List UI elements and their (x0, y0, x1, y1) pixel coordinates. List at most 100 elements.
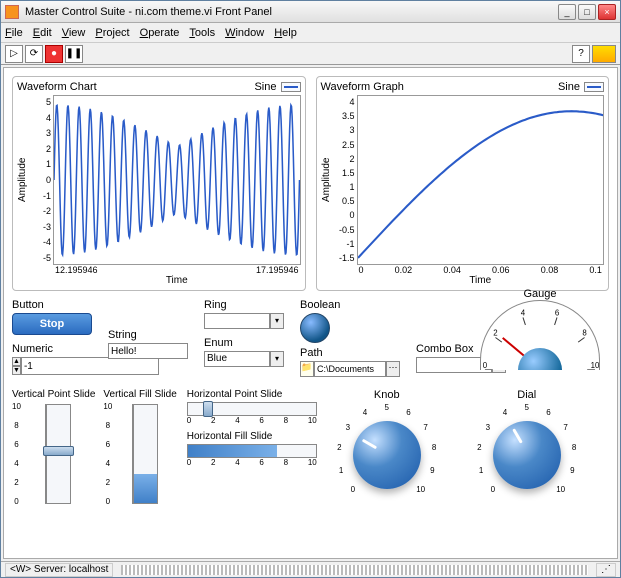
vfill-ticks: 1086420 (103, 400, 112, 508)
svg-text:0: 0 (483, 361, 488, 370)
svg-text:8: 8 (582, 328, 587, 337)
hfill-fill (188, 445, 278, 457)
vertical-fill-slide[interactable]: Vertical Fill Slide 1086420 (103, 389, 176, 509)
button-label: Button (12, 299, 92, 311)
chart1-plotarea[interactable] (53, 95, 301, 265)
knob-label: Knob (327, 389, 447, 401)
svg-text:6: 6 (555, 308, 560, 317)
dial-body[interactable] (493, 421, 561, 489)
vertical-point-slide[interactable]: Vertical Point Slide 1086420 (12, 389, 95, 509)
chart1-ylabel: Amplitude (17, 95, 31, 265)
horizontal-fill-slide[interactable]: Horizontal Fill Slide 0246810 (187, 431, 317, 467)
chart1-xlabel: Time (53, 275, 301, 286)
string-label: String (108, 329, 188, 341)
boolean-led[interactable] (300, 313, 330, 343)
chart1-xticks: 12.19594617.195946 (53, 265, 301, 275)
abort-button[interactable]: ● (45, 45, 63, 63)
vpoint-label: Vertical Point Slide (12, 389, 95, 400)
window-title: Master Control Suite - ni.com theme.vi F… (25, 6, 558, 18)
spin-up-icon[interactable]: ▲ (12, 357, 21, 366)
path-value: C:\Documents (314, 361, 386, 377)
gauge-label: Gauge (475, 288, 605, 300)
gauge: Gauge 0 2 4 6 8 10 (475, 288, 605, 370)
menu-view[interactable]: View (62, 27, 86, 39)
ring-value (204, 313, 270, 329)
close-button[interactable]: × (598, 4, 616, 20)
maximize-button[interactable]: □ (578, 4, 596, 20)
menu-file[interactable]: File (5, 27, 23, 39)
svg-text:4: 4 (521, 308, 526, 317)
chart2-ylabel: Amplitude (321, 95, 335, 265)
string-input[interactable] (108, 343, 188, 359)
chart2-legend-swatch[interactable] (584, 82, 604, 92)
dial-indicator (512, 428, 523, 443)
horizontal-point-slide[interactable]: Horizontal Point Slide 0246810 (187, 389, 317, 425)
svg-text:10: 10 (591, 361, 599, 370)
dial-label: Dial (467, 389, 587, 401)
hpoint-ticks: 0246810 (187, 416, 317, 425)
spin-down-icon[interactable]: ▼ (12, 366, 21, 375)
menu-help[interactable]: Help (274, 27, 297, 39)
titlebar[interactable]: Master Control Suite - ni.com theme.vi F… (1, 1, 620, 23)
statusbar: <W> Server: localhost ⋰ (1, 561, 620, 577)
enum-dropdown[interactable]: Blue ▾ (204, 351, 284, 367)
run-cont-button[interactable]: ⟳ (25, 45, 43, 63)
numeric-label: Numeric (12, 343, 92, 355)
knob-indicator (362, 439, 377, 450)
toolbar: ▷ ⟳ ● ❚❚ ? (1, 43, 620, 65)
status-server: <W> Server: localhost (5, 563, 113, 577)
menubar: File Edit View Project Operate Tools Win… (1, 23, 620, 43)
chart2-xticks: 00.020.040.060.080.1 (357, 265, 605, 275)
chart1-title: Waveform Chart (17, 81, 97, 93)
chart2-yticks: 43.532.521.510.50-0.5-1-1.5 (335, 95, 357, 265)
chart1-yticks: 543210-1-2-3-4-5 (31, 95, 53, 265)
stop-button[interactable]: Stop (12, 313, 92, 335)
status-grip-icon: ⋰ (596, 563, 616, 577)
dial[interactable]: Dial 012345678910 (467, 389, 587, 509)
ring-label: Ring (204, 299, 284, 311)
vfill-fill (134, 474, 157, 503)
menu-project[interactable]: Project (95, 27, 129, 39)
chart2-plotarea[interactable] (357, 95, 605, 265)
pause-button[interactable]: ❚❚ (65, 45, 83, 63)
minimize-button[interactable]: _ (558, 4, 576, 20)
hfill-ticks: 0246810 (187, 458, 317, 467)
waveform-graph: Waveform Graph Sine Amplitude 43.532.521… (316, 76, 610, 291)
chart2-title: Waveform Graph (321, 81, 404, 93)
chart1-legend-swatch[interactable] (281, 82, 301, 92)
chart2-xlabel: Time (357, 275, 605, 286)
run-button[interactable]: ▷ (5, 45, 23, 63)
menu-operate[interactable]: Operate (140, 27, 180, 39)
numeric-input[interactable]: ▲▼ (12, 357, 92, 375)
chevron-down-icon[interactable]: ▾ (270, 313, 284, 329)
chart1-legend-label: Sine (254, 81, 276, 93)
folder-icon[interactable]: 📁 (300, 361, 314, 377)
chevron-down-icon[interactable]: ▾ (270, 351, 284, 367)
vfill-label: Vertical Fill Slide (103, 389, 176, 400)
hpoint-thumb[interactable] (203, 401, 213, 417)
ring-dropdown[interactable]: ▾ (204, 313, 284, 329)
browse-icon[interactable]: ⋯ (386, 361, 400, 377)
numeric-field[interactable] (21, 357, 159, 375)
hpoint-label: Horizontal Point Slide (187, 389, 317, 400)
waveform-chart: Waveform Chart Sine Amplitude 543210-1-2… (12, 76, 306, 291)
menu-edit[interactable]: Edit (33, 27, 52, 39)
enum-label: Enum (204, 337, 284, 349)
knob-dial[interactable] (353, 421, 421, 489)
front-panel: Waveform Chart Sine Amplitude 543210-1-2… (3, 67, 618, 559)
boolean-label: Boolean (300, 299, 400, 311)
app-icon (5, 5, 19, 19)
app-window: Master Control Suite - ni.com theme.vi F… (0, 0, 621, 578)
svg-text:2: 2 (493, 328, 497, 337)
knob[interactable]: Knob 012345678910 (327, 389, 447, 509)
menu-window[interactable]: Window (225, 27, 264, 39)
gauge-body[interactable]: 0 2 4 6 8 10 (480, 300, 600, 370)
ni-icon[interactable] (592, 45, 616, 63)
enum-value: Blue (204, 351, 270, 367)
hfill-label: Horizontal Fill Slide (187, 431, 317, 442)
path-label: Path (300, 347, 400, 359)
vpoint-thumb[interactable] (43, 446, 74, 456)
path-input[interactable]: 📁 C:\Documents ⋯ (300, 361, 400, 377)
menu-tools[interactable]: Tools (189, 27, 215, 39)
help-icon[interactable]: ? (572, 45, 590, 63)
